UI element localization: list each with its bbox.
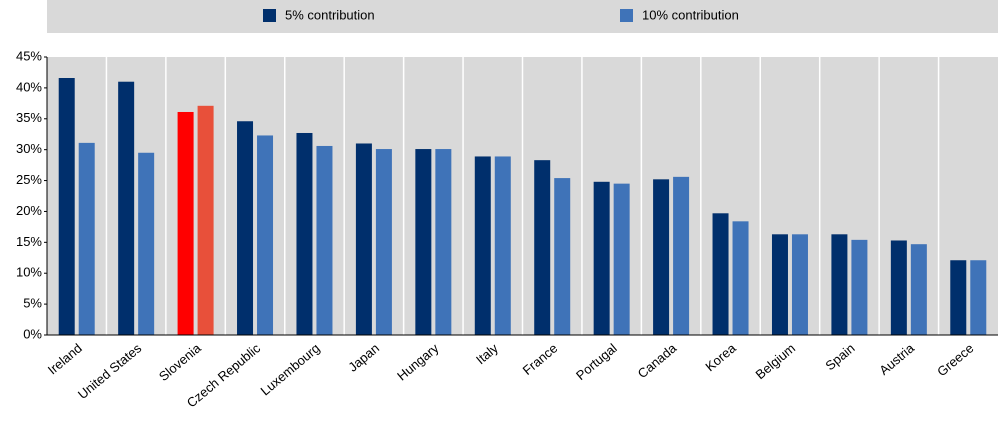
bar (554, 178, 571, 335)
bar (257, 135, 274, 335)
x-tick-label: Spain (822, 340, 857, 373)
x-tick-label: Austria (876, 340, 917, 378)
bar (237, 121, 254, 335)
x-tick-label: Portugal (573, 340, 620, 383)
legend-label: 10% contribution (642, 7, 739, 22)
y-tick-label: 45% (16, 48, 42, 63)
bar (910, 244, 927, 335)
x-tick-label: Slovenia (156, 340, 204, 384)
y-tick-label: 30% (16, 141, 42, 156)
bar (474, 156, 491, 335)
bar (316, 145, 333, 335)
x-tick-label: Italy (473, 340, 501, 367)
x-tick-label: Luxembourg (258, 340, 323, 398)
x-tick-label: Japan (345, 340, 382, 374)
bar (355, 143, 372, 335)
bar (177, 111, 194, 335)
x-tick-label: United States (75, 340, 145, 402)
y-tick-label: 25% (16, 172, 42, 187)
y-tick-label: 20% (16, 203, 42, 218)
legend-swatch (620, 9, 633, 22)
bar (593, 181, 610, 335)
bar (831, 234, 848, 335)
y-tick-label: 15% (16, 234, 42, 249)
y-tick-label: 40% (16, 79, 42, 94)
bar (791, 234, 808, 335)
bar (851, 239, 868, 335)
bar (197, 105, 214, 335)
y-tick-label: 0% (23, 326, 42, 341)
bar (890, 240, 907, 335)
bar (712, 213, 729, 335)
bar (435, 149, 452, 335)
x-tick-label: Korea (702, 340, 739, 374)
bar (534, 160, 551, 335)
bar (118, 81, 135, 335)
bar (375, 149, 392, 335)
bar (138, 152, 155, 335)
y-tick-label: 10% (16, 265, 42, 280)
bar (732, 221, 749, 335)
x-tick-label: France (520, 340, 561, 378)
x-tick-label: Canada (635, 340, 680, 381)
x-tick-label: Hungary (394, 340, 442, 383)
bar (970, 260, 987, 335)
y-tick-label: 5% (23, 296, 42, 311)
bar (296, 132, 313, 335)
legend-swatch (263, 9, 276, 22)
bar (78, 142, 95, 335)
bar (613, 183, 630, 335)
x-tick-label: Greece (934, 340, 976, 379)
bar (58, 78, 75, 335)
legend-label: 5% contribution (285, 7, 375, 22)
y-tick-label: 35% (16, 110, 42, 125)
x-tick-label: Belgium (752, 340, 798, 382)
bar (415, 149, 432, 335)
bar (494, 156, 511, 335)
bar (673, 176, 690, 335)
bar (950, 260, 967, 335)
bar (771, 234, 788, 335)
legend-box (47, 0, 998, 33)
bar (653, 179, 670, 335)
x-tick-label: Ireland (45, 340, 85, 377)
